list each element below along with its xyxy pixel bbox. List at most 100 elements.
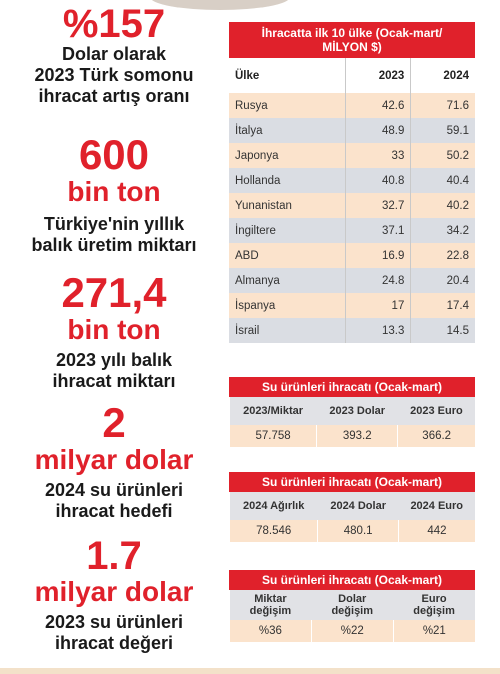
- table-row: İngiltere 37.1 34.2: [229, 218, 475, 243]
- stat-desc-line: 2023 yılı balık: [55, 350, 173, 370]
- table-row: Japonya 33 50.2: [229, 143, 475, 168]
- table-row: İsrail 13.3 14.5: [229, 318, 475, 343]
- box-value: 480.1: [317, 520, 399, 542]
- table-row: Hollanda 40.8 40.4: [229, 168, 475, 193]
- col-header-2024: 2024: [410, 58, 475, 93]
- value-2023: 42.6: [345, 93, 411, 118]
- stat-value: 600: [78, 131, 150, 178]
- value-2023: 33: [345, 143, 411, 168]
- stat-value: 2: [102, 399, 126, 446]
- decorative-dish: [150, 0, 290, 10]
- country-cell: ABD: [229, 243, 346, 268]
- stat-desc-line: 2023 su ürünleri: [44, 612, 184, 632]
- stat-value: 271,4: [61, 269, 167, 316]
- value-2024: 34.2: [410, 218, 475, 243]
- stat-value: %157: [62, 2, 166, 46]
- col-header-country: Ülke: [229, 58, 346, 93]
- country-cell: Rusya: [229, 93, 346, 118]
- box-header-line: değişim: [249, 605, 292, 617]
- value-2024: 40.2: [410, 193, 475, 218]
- stat-desc-line: Dolar olarak: [61, 44, 167, 64]
- table-row: Rusya 42.6 71.6: [229, 93, 475, 118]
- top10-table: Ülke 2023 2024 Rusya 42.6 71.6 İtalya 48.9 5…: [229, 58, 475, 343]
- box-value: 442: [397, 520, 475, 542]
- box-value: 366.2: [397, 425, 475, 447]
- country-cell: Yunanistan: [229, 193, 346, 218]
- box-table: 2024 Ağırlık 2024 Dolar 2024 Euro 78.546…: [228, 492, 475, 542]
- box-header-line: değişim: [331, 605, 374, 617]
- country-cell: Hollanda: [229, 168, 346, 193]
- col-header-2023: 2023: [345, 58, 411, 93]
- value-2023: 40.8: [345, 168, 411, 193]
- value-2024: 22.8: [410, 243, 475, 268]
- stat-export-target: 2 milyar dolar 2024 su ürünleri ihracat …: [0, 402, 228, 522]
- table-row: İspanya 17 17.4: [229, 293, 475, 318]
- stat-desc-line: 2023 Türk somonu: [34, 65, 194, 85]
- country-cell: İtalya: [229, 118, 346, 143]
- top10-countries-table: İhracatta ilk 10 ülke (Ocak-mart/ MİLYON…: [229, 22, 475, 343]
- box-value-row: 78.546 480.1 442: [228, 520, 475, 542]
- stat-unit: bin ton: [67, 176, 161, 207]
- value-2024: 40.4: [410, 168, 475, 193]
- stat-salmon-growth: %157 Dolar olarak 2023 Türk somonu ihrac…: [0, 4, 228, 107]
- value-2023: 16.9: [345, 243, 411, 268]
- box-value-row: 57.758 393.2 366.2: [228, 425, 475, 447]
- value-2024: 14.5: [410, 318, 475, 343]
- box-value: %22: [310, 620, 394, 642]
- box-header-row: 2023/Miktar 2023 Dolar 2023 Euro: [229, 397, 475, 425]
- country-cell: İspanya: [229, 293, 346, 318]
- box-header-line: değişim: [413, 605, 455, 617]
- stat-fish-export: 271,4 bin ton 2023 yılı balık ihracat mi…: [0, 272, 228, 392]
- box-header-row: Miktar değişim Dolar değişim Euro değişim: [229, 590, 475, 620]
- stat-fish-production: 600 bin ton Türkiye'nin yıllık balık üre…: [0, 134, 228, 256]
- box-header-line: Dolar: [338, 593, 367, 605]
- stat-desc-line: ihracat artış oranı: [38, 86, 190, 106]
- value-2023: 17: [345, 293, 411, 318]
- box-header-row: 2024 Ağırlık 2024 Dolar 2024 Euro: [229, 492, 475, 520]
- value-2024: 20.4: [410, 268, 475, 293]
- box-title: Su ürünleri ihracatı (Ocak-mart): [229, 570, 475, 590]
- stat-value: 1.7: [86, 534, 142, 578]
- box-title: Su ürünleri ihracatı (Ocak-mart): [229, 472, 475, 492]
- box-table: Miktar değişim Dolar değişim Euro değişim %…: [229, 590, 475, 642]
- export-2024-box: Su ürünleri ihracatı (Ocak-mart) 2024 Ağ…: [228, 472, 475, 542]
- table-row: İtalya 48.9 59.1: [229, 118, 475, 143]
- box-header-line: Euro: [421, 593, 447, 605]
- country-cell: İsrail: [229, 318, 346, 343]
- stat-desc-line: balık üretim miktarı: [31, 235, 197, 255]
- box-header: 2023 Dolar: [316, 397, 398, 425]
- box-value: %21: [392, 620, 475, 642]
- table-row: ABD 16.9 22.8: [229, 243, 475, 268]
- box-value-row: %36 %22 %21: [229, 620, 475, 642]
- box-value: 57.758: [228, 425, 317, 447]
- value-2024: 59.1: [410, 118, 475, 143]
- stat-unit: milyar dolar: [34, 444, 194, 475]
- stat-desc-line: ihracat miktarı: [52, 371, 176, 391]
- box-header: 2024 Ağırlık: [229, 492, 318, 520]
- box-table: 2023/Miktar 2023 Dolar 2023 Euro 57.758 …: [228, 397, 475, 447]
- table-title: İhracatta ilk 10 ülke (Ocak-mart/ MİLYON…: [229, 22, 475, 58]
- export-2023-box: Su ürünleri ihracatı (Ocak-mart) 2023/Mi…: [228, 377, 475, 447]
- table-row: Yunanistan 32.7 40.2: [229, 193, 475, 218]
- export-change-box: Su ürünleri ihracatı (Ocak-mart) Miktar d…: [229, 570, 475, 642]
- stat-unit: milyar dolar: [34, 576, 194, 607]
- value-2024: 71.6: [410, 93, 475, 118]
- value-2023: 37.1: [345, 218, 411, 243]
- box-value: %36: [229, 620, 312, 642]
- value-2024: 17.4: [410, 293, 475, 318]
- value-2023: 24.8: [345, 268, 411, 293]
- stat-desc-line: ihracat değeri: [54, 633, 174, 653]
- box-header: 2023 Euro: [397, 397, 475, 425]
- box-header: Dolar değişim: [311, 590, 394, 620]
- country-cell: Almanya: [229, 268, 346, 293]
- country-cell: İngiltere: [229, 218, 346, 243]
- box-header: Euro değişim: [393, 590, 475, 620]
- box-header: 2024 Dolar: [317, 492, 399, 520]
- box-header: 2023/Miktar: [229, 397, 317, 425]
- box-value: 78.546: [228, 520, 318, 542]
- box-title: Su ürünleri ihracatı (Ocak-mart): [229, 377, 475, 397]
- bottom-divider: [0, 668, 500, 674]
- table-header-row: Ülke 2023 2024: [229, 58, 475, 93]
- value-2023: 13.3: [345, 318, 411, 343]
- country-cell: Japonya: [229, 143, 346, 168]
